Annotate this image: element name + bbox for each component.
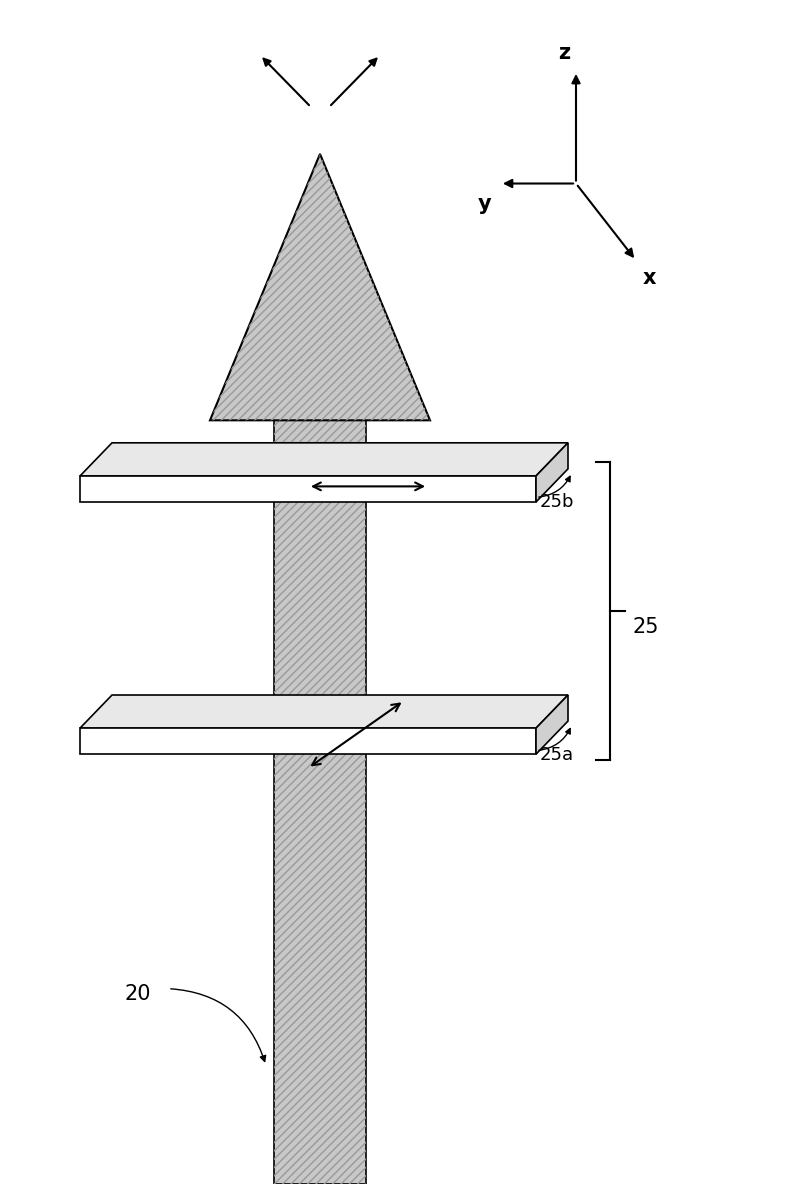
Bar [274,420,366,1184]
Polygon shape [536,443,568,502]
Polygon shape [80,443,568,476]
Bar [274,420,366,1184]
Text: y: y [478,193,491,213]
Text: 25b: 25b [540,493,574,510]
Polygon shape [210,154,430,420]
Polygon shape [80,695,568,728]
Polygon shape [80,476,536,502]
Text: x: x [642,268,656,288]
Text: 25a: 25a [540,746,574,764]
Text: 20: 20 [124,984,150,1004]
Text: 25: 25 [632,617,658,637]
Polygon shape [80,728,536,754]
Text: z: z [558,43,570,63]
Polygon shape [536,695,568,754]
